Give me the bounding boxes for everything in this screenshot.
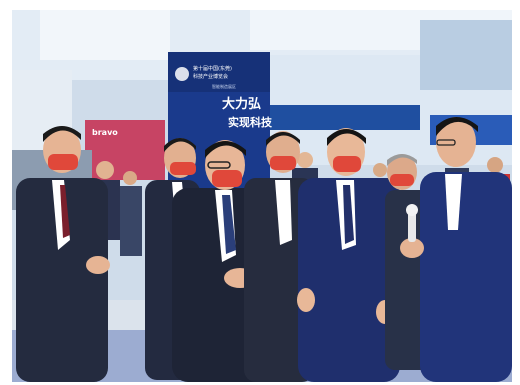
microphone (408, 212, 416, 242)
booth-sign-main-1: 大力弘 (222, 96, 261, 112)
person-left (16, 126, 110, 382)
person-behind (244, 131, 314, 382)
left-banner-text: bravo (92, 128, 118, 137)
booth-sign-small-3: 智能制造展区 (212, 83, 236, 89)
booth-sign-small-2: 科技产业博览会 (193, 73, 228, 80)
booth-sign-main-2: 实现科技 (228, 115, 273, 129)
booth-sign-small-1: 第十届中国(东莞) (193, 65, 232, 72)
person-speaker (400, 117, 512, 382)
